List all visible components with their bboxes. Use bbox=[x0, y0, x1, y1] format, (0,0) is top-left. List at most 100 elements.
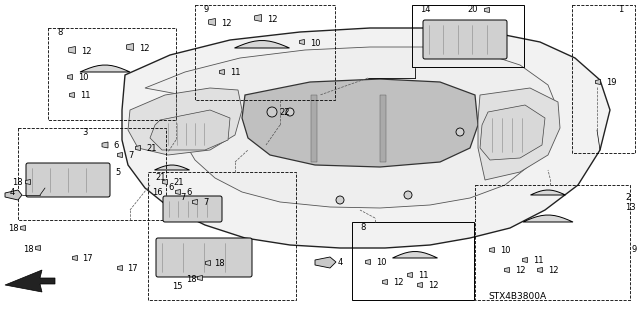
Text: 10: 10 bbox=[78, 73, 88, 82]
Text: 4: 4 bbox=[10, 188, 15, 197]
Polygon shape bbox=[70, 93, 74, 98]
Text: 12: 12 bbox=[393, 278, 403, 287]
Bar bbox=[572, 5, 635, 153]
Text: 17: 17 bbox=[127, 264, 138, 273]
Text: 12: 12 bbox=[139, 44, 150, 53]
Polygon shape bbox=[20, 226, 26, 231]
Polygon shape bbox=[392, 252, 438, 258]
Polygon shape bbox=[480, 105, 545, 160]
Text: 14: 14 bbox=[420, 5, 431, 14]
Bar bbox=[475, 185, 630, 300]
Polygon shape bbox=[490, 248, 495, 253]
Text: 9: 9 bbox=[632, 245, 637, 254]
Circle shape bbox=[404, 191, 412, 199]
Text: 8: 8 bbox=[57, 28, 62, 37]
Polygon shape bbox=[417, 283, 422, 287]
Text: 20: 20 bbox=[467, 5, 477, 14]
Text: 11: 11 bbox=[533, 256, 543, 265]
Polygon shape bbox=[523, 215, 573, 222]
Text: 12: 12 bbox=[548, 266, 559, 275]
Bar bbox=[352, 222, 474, 300]
Polygon shape bbox=[118, 265, 122, 271]
Polygon shape bbox=[531, 190, 566, 195]
Polygon shape bbox=[365, 259, 371, 264]
Text: 18: 18 bbox=[23, 245, 34, 254]
Polygon shape bbox=[300, 40, 305, 44]
Text: 2: 2 bbox=[625, 193, 630, 202]
Text: 15: 15 bbox=[172, 282, 182, 291]
Circle shape bbox=[456, 128, 464, 136]
Text: STX4B3800A: STX4B3800A bbox=[488, 292, 546, 301]
FancyBboxPatch shape bbox=[163, 196, 222, 222]
Polygon shape bbox=[198, 276, 202, 280]
Circle shape bbox=[286, 108, 294, 116]
Polygon shape bbox=[80, 65, 130, 72]
Bar bbox=[412, 5, 524, 67]
Polygon shape bbox=[163, 180, 168, 184]
Bar bbox=[148, 172, 296, 300]
Polygon shape bbox=[242, 79, 478, 167]
Polygon shape bbox=[150, 110, 230, 150]
Polygon shape bbox=[26, 180, 31, 184]
Polygon shape bbox=[127, 43, 134, 50]
Text: 17: 17 bbox=[82, 254, 93, 263]
Text: 12: 12 bbox=[428, 281, 438, 290]
Text: 7: 7 bbox=[203, 198, 209, 207]
Text: 11: 11 bbox=[80, 91, 90, 100]
Polygon shape bbox=[5, 190, 22, 200]
Text: 16: 16 bbox=[152, 188, 163, 197]
Polygon shape bbox=[478, 88, 560, 180]
Polygon shape bbox=[234, 41, 289, 48]
Text: 7: 7 bbox=[128, 151, 133, 160]
Polygon shape bbox=[154, 165, 189, 170]
Text: 7: 7 bbox=[180, 193, 186, 202]
FancyBboxPatch shape bbox=[26, 163, 110, 197]
Polygon shape bbox=[5, 270, 55, 292]
Polygon shape bbox=[315, 257, 336, 268]
Text: 22: 22 bbox=[279, 108, 289, 117]
Polygon shape bbox=[68, 47, 76, 54]
Text: 21: 21 bbox=[146, 144, 157, 153]
Text: 21: 21 bbox=[155, 173, 166, 182]
Text: 12: 12 bbox=[515, 266, 525, 275]
Text: 12: 12 bbox=[221, 19, 232, 28]
Text: 9: 9 bbox=[204, 5, 209, 14]
Polygon shape bbox=[209, 19, 216, 26]
Circle shape bbox=[267, 107, 277, 117]
Bar bbox=[18, 128, 166, 220]
Polygon shape bbox=[504, 268, 509, 272]
Polygon shape bbox=[175, 189, 180, 195]
Polygon shape bbox=[128, 88, 242, 155]
Polygon shape bbox=[408, 272, 413, 278]
Text: 18: 18 bbox=[186, 275, 196, 284]
Polygon shape bbox=[484, 8, 490, 12]
Text: 18: 18 bbox=[8, 224, 19, 233]
Polygon shape bbox=[595, 79, 600, 85]
Text: 18: 18 bbox=[12, 178, 22, 187]
Polygon shape bbox=[311, 95, 317, 162]
Text: 12: 12 bbox=[267, 15, 278, 24]
Bar bbox=[48, 28, 176, 120]
Text: 10: 10 bbox=[376, 258, 387, 267]
Polygon shape bbox=[136, 145, 141, 151]
Text: 1: 1 bbox=[618, 5, 623, 14]
Text: 11: 11 bbox=[230, 68, 241, 77]
Text: 10: 10 bbox=[310, 39, 321, 48]
Text: 21: 21 bbox=[173, 178, 184, 187]
Text: 13: 13 bbox=[625, 203, 636, 212]
Polygon shape bbox=[35, 246, 40, 250]
Polygon shape bbox=[102, 142, 108, 148]
Polygon shape bbox=[383, 279, 387, 285]
Polygon shape bbox=[255, 14, 262, 21]
Polygon shape bbox=[220, 70, 225, 75]
FancyBboxPatch shape bbox=[156, 238, 252, 277]
Text: 12: 12 bbox=[81, 47, 92, 56]
Polygon shape bbox=[522, 257, 527, 263]
Polygon shape bbox=[122, 28, 610, 248]
FancyBboxPatch shape bbox=[423, 20, 507, 59]
Text: 10: 10 bbox=[500, 246, 511, 255]
Text: 5: 5 bbox=[115, 168, 120, 177]
Polygon shape bbox=[145, 47, 558, 208]
Polygon shape bbox=[67, 75, 72, 79]
Text: 18: 18 bbox=[214, 259, 225, 268]
